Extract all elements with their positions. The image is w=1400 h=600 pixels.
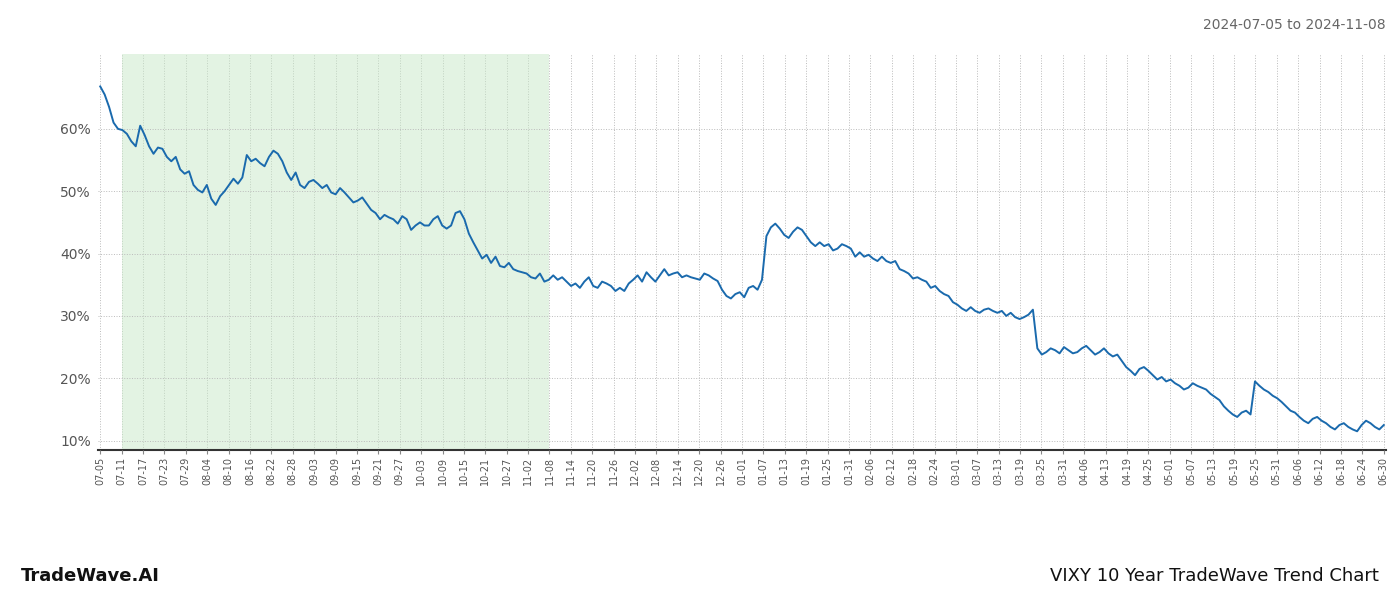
Bar (122, 54, 549, 450)
Text: TradeWave.AI: TradeWave.AI (21, 567, 160, 585)
Text: 2024-07-05 to 2024-11-08: 2024-07-05 to 2024-11-08 (1204, 18, 1386, 32)
Text: VIXY 10 Year TradeWave Trend Chart: VIXY 10 Year TradeWave Trend Chart (1050, 567, 1379, 585)
